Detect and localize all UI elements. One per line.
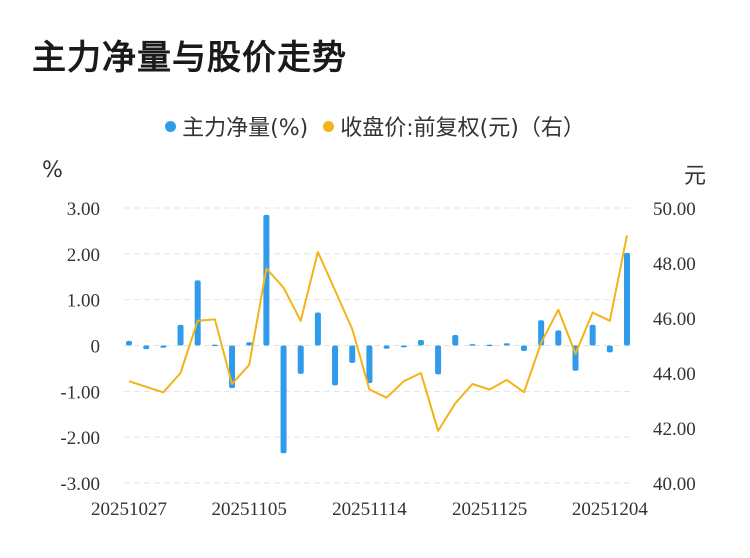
y-left-tick-label: -3.00 [60, 474, 100, 495]
bar [589, 324, 596, 346]
bar [606, 345, 613, 353]
bar [469, 344, 476, 346]
legend: 主力净量(%) 收盘价:前复权(元)（右） [0, 110, 750, 142]
bar [314, 312, 321, 346]
y-left-tick-label: -2.00 [60, 428, 100, 449]
x-tick-label: 20251027 [91, 499, 167, 520]
y-left-tick-label: -1.00 [60, 382, 100, 403]
bar [383, 345, 390, 349]
bar [280, 345, 287, 454]
bar [177, 324, 184, 346]
y-left-tick-label: 2.00 [67, 245, 100, 266]
x-tick-label: 20251114 [332, 499, 407, 520]
bar [211, 344, 218, 347]
legend-label-main-net: 主力净量(%) [182, 116, 309, 141]
y-right-tick-label: 42.00 [653, 419, 696, 440]
bar [400, 345, 407, 348]
bar [160, 345, 167, 348]
bar [194, 280, 201, 346]
x-tick-label: 20251204 [572, 499, 649, 520]
bar [435, 345, 442, 375]
bar [246, 342, 253, 346]
chart-title: 主力净量与股价走势 [32, 38, 347, 78]
bar [555, 330, 562, 346]
y-right-tick-label: 50.00 [653, 199, 696, 220]
bar [263, 214, 270, 346]
legend-dot-bar-icon [165, 120, 177, 132]
bar [503, 343, 510, 346]
y-right-tick-label: 48.00 [653, 254, 696, 275]
bar [297, 345, 304, 374]
legend-item-main-net[interactable]: 主力净量(%) [165, 110, 308, 142]
bar [520, 345, 527, 351]
y-right-tick-label: 40.00 [653, 474, 696, 495]
bar [143, 345, 150, 350]
bar [624, 252, 630, 346]
bar [452, 334, 459, 346]
bar [417, 340, 424, 346]
bar [126, 340, 132, 346]
left-axis-unit: % [42, 158, 63, 183]
bar [332, 345, 339, 386]
y-left-tick-label: 3.00 [67, 199, 100, 220]
bar [486, 344, 493, 347]
x-tick-label: 20251125 [452, 499, 527, 520]
y-right-tick-label: 44.00 [653, 364, 696, 385]
x-tick-label: 20251105 [212, 499, 287, 520]
y-left-tick-label: 1.00 [67, 291, 100, 312]
right-axis-unit: 元 [684, 164, 707, 189]
bar [366, 345, 373, 384]
legend-item-close-price[interactable]: 收盘价:前复权(元)（右） [323, 110, 585, 142]
legend-label-close-price: 收盘价:前复权(元)（右） [340, 116, 585, 141]
price-line [128, 235, 628, 432]
y-left-tick-label: 0 [91, 337, 101, 358]
legend-dot-line-icon [323, 120, 335, 132]
y-right-tick-label: 46.00 [653, 309, 696, 330]
bar [349, 345, 356, 363]
